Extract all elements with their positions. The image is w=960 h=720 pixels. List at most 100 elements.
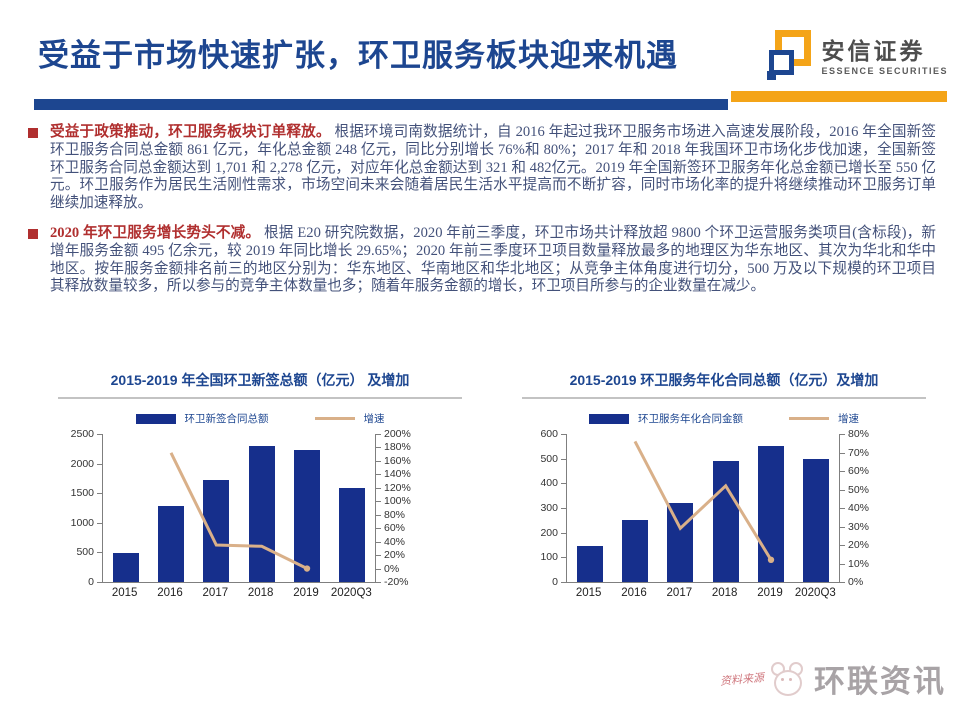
axis-tick-mark — [840, 471, 845, 472]
axis-tick-label: 10% — [848, 557, 870, 570]
axis-tick-mark — [840, 489, 845, 491]
axis-tick-label: 0 — [552, 576, 558, 588]
brand-text: 安信证券 ESSENCE SECURITIES — [821, 32, 948, 76]
page-title: 受益于市场快速扩张，环卫服务板块迎来机遇 — [38, 38, 678, 73]
axis-tick-label: 1000 — [70, 516, 94, 529]
x-axis-label: 2020Q3 — [330, 587, 372, 599]
axis-tick-mark — [376, 501, 381, 503]
axis-tick-mark — [840, 452, 845, 454]
axis-tick-mark — [561, 483, 566, 485]
axis-tick-label: 180% — [384, 441, 411, 454]
axis-tick-mark — [97, 522, 102, 524]
axis-tick-label: 120% — [384, 481, 411, 494]
bar-2019 — [758, 445, 784, 582]
axis-tick-mark — [97, 582, 102, 583]
axis-tick-label: 70% — [848, 446, 870, 459]
axis-tick-mark — [840, 508, 845, 509]
x-axis-label: 2016 — [157, 587, 183, 599]
title-underline-bar — [34, 99, 728, 110]
y-axis-left: 2500 2000 1500 1000 500 0 — [58, 428, 102, 588]
bar-2016 — [158, 505, 184, 582]
plot-row: 2500 2000 1500 1000 500 0 200% 180% 160% 140% 120… — [58, 428, 462, 588]
brand-logo-icon — [767, 28, 813, 80]
axis-tick-mark — [376, 447, 381, 449]
x-axis-label: 2019 — [293, 587, 319, 599]
axis-tick-label: 60% — [384, 522, 406, 535]
legend-line-label: 增速 — [363, 413, 385, 425]
axis-tick-mark — [97, 552, 102, 554]
bar-2015 — [576, 546, 603, 582]
axis-tick-mark — [561, 582, 566, 583]
axis-tick-label: 0% — [848, 576, 864, 588]
bullet-1-body: 根据环境司南数据统计，自 2016 年起过我环卫服务市场进入高速发展阶段，201… — [50, 124, 936, 212]
axis-tick-label: 0 — [88, 576, 94, 588]
axis-tick-label: 60% — [848, 465, 870, 477]
chart-title: 2015-2019 年全国环卫新签总额（亿元） 及增加 — [58, 364, 462, 399]
bar-2018 — [712, 460, 739, 582]
legend-bar-swatch-icon — [135, 413, 176, 424]
axis-tick-label: 160% — [384, 454, 411, 467]
chart-title: 2015-2019 环卫服务年化合同总额（亿元）及增加 — [522, 364, 926, 399]
bar-2020Q3 — [339, 487, 366, 582]
legend-bar-swatch-icon — [589, 413, 629, 424]
axis-tick-label: 20% — [848, 539, 870, 551]
axis-tick-label: 500 — [540, 452, 558, 465]
legend-line-swatch-icon — [314, 417, 355, 420]
logo-navy-square — [769, 50, 795, 75]
chart-legend: 环卫新签合同总额 增速 — [58, 411, 462, 426]
axis-tick-label: 2000 — [70, 457, 94, 470]
axis-tick-mark — [97, 463, 102, 465]
axis-tick-mark — [840, 545, 845, 546]
axis-tick-mark — [840, 582, 845, 583]
x-axis-label: 2020Q3 — [794, 587, 836, 599]
axis-tick-label: 200% — [384, 428, 411, 440]
axis-tick-mark — [376, 474, 381, 476]
axis-tick-label: 40% — [848, 502, 870, 514]
x-axis-label: 2017 — [202, 587, 229, 599]
axis-tick-mark — [840, 434, 845, 435]
chart-annualized-contracts: 2015-2019 环卫服务年化合同总额（亿元）及增加 环卫服务年化合同金额 增… — [522, 364, 926, 601]
axis-tick-mark — [376, 528, 381, 530]
bar-2015 — [112, 553, 139, 582]
bullet-2-body: 根据 E20 研究院数据，2020 年前三季度，环卫市场共计释放超 9800 个… — [50, 224, 936, 295]
plot-row: 600 500 400 300 200 100 0 80% 70% 60% 50% 40% 30% 20… — [522, 428, 926, 588]
bullet-square-icon — [28, 128, 38, 138]
chart-legend: 环卫服务年化合同金额 增速 — [522, 411, 926, 426]
bullet-1-lead: 受益于政策推动，环卫服务板块订单释放。 — [50, 124, 331, 140]
logo-underline-bar — [731, 91, 947, 102]
bar-2017 — [667, 502, 694, 582]
bullet-paragraph-2: 2020 年环卫服务增长势头不减。 根据 E20 研究院数据，2020 年前三季… — [28, 225, 936, 296]
axis-tick-mark — [376, 555, 381, 557]
bar-2016 — [622, 520, 648, 582]
axis-tick-mark — [376, 460, 381, 462]
bar-2020Q3 — [803, 459, 830, 582]
y-axis-left: 600 500 400 300 200 100 0 — [522, 428, 566, 588]
axis-tick-mark — [561, 434, 566, 435]
source-label: 资料来源 — [719, 671, 765, 688]
axis-tick-mark — [840, 563, 845, 565]
axis-tick-mark — [376, 487, 381, 489]
axis-tick-mark — [561, 508, 566, 509]
axis-tick-label: 500 — [76, 546, 94, 559]
plot-area — [561, 434, 845, 583]
watermark: 资料来源 环联资讯 — [720, 656, 946, 701]
axis-tick-mark — [376, 541, 381, 543]
axis-tick-mark — [561, 557, 566, 559]
x-axis-label: 2016 — [621, 587, 647, 599]
axis-tick-mark — [376, 568, 381, 570]
axis-tick-label: 200 — [540, 526, 558, 539]
axis-tick-mark — [561, 458, 566, 460]
y-axis-right: 200% 180% 160% 140% 120% 100% 80% 60% 40% 20% 0% -2… — [376, 428, 424, 588]
axis-tick-label: 40% — [384, 535, 406, 548]
axis-tick-label: 100 — [540, 551, 558, 564]
growth-line — [169, 452, 311, 572]
axis-tick-label: 1500 — [70, 487, 94, 500]
axis-tick-label: 300 — [540, 502, 558, 514]
x-axis: 2015 2016 2017 2018 2019 2020Q3 — [102, 583, 374, 601]
axis-tick-mark — [97, 434, 102, 435]
bar-2018 — [248, 446, 275, 582]
brand-logo: 安信证券 ESSENCE SECURITIES — [767, 28, 948, 80]
mascot-icon — [771, 661, 807, 696]
chart-new-signed-contracts: 2015-2019 年全国环卫新签总额（亿元） 及增加 环卫新签合同总额 增速 … — [58, 364, 462, 601]
